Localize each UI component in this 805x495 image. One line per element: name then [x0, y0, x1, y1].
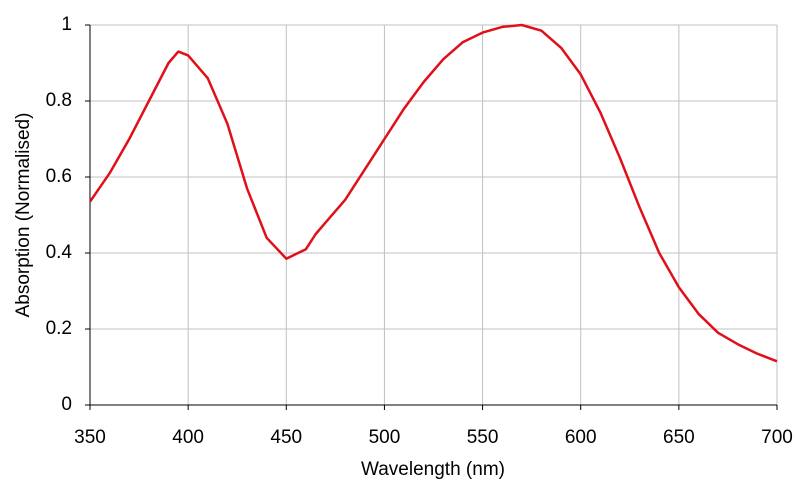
- data-line: [88, 23, 778, 363]
- y-tick-label: 0.4: [46, 242, 73, 263]
- x-tick-label: 350: [74, 427, 106, 448]
- y-tick-label: 0.8: [46, 90, 72, 111]
- y-tick-label: 0.6: [46, 166, 72, 187]
- y-axis-title: Absorption (Normalised): [13, 113, 34, 318]
- x-tick-label: 500: [369, 427, 401, 448]
- y-tick-label: 1: [61, 14, 72, 35]
- x-axis-title: Wavelength (nm): [361, 459, 505, 480]
- y-tick-label: 0.2: [46, 318, 72, 339]
- x-tick-label: 700: [761, 427, 793, 448]
- y-tick-label: 0: [61, 394, 72, 415]
- x-tick-label: 600: [565, 427, 597, 448]
- x-tick-label: 550: [467, 427, 499, 448]
- x-tick-label: 400: [172, 427, 204, 448]
- x-tick-label: 450: [270, 427, 302, 448]
- x-tick-label: 650: [663, 427, 695, 448]
